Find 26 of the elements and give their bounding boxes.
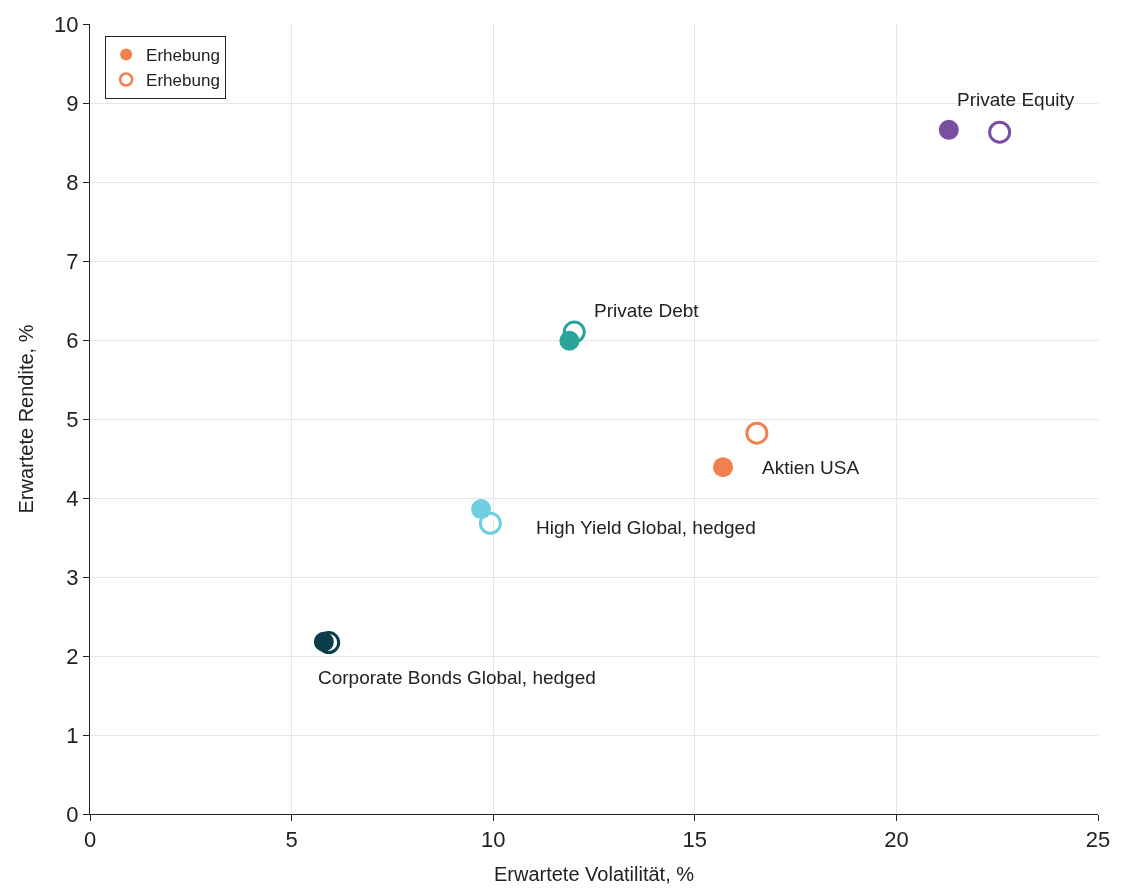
annotation: Corporate Bonds Global, hedged: [318, 667, 596, 688]
x-tick-label: 0: [83, 827, 97, 853]
annotation: Aktien USA: [762, 457, 860, 478]
x-tick-label: 10: [480, 827, 506, 853]
y-tick-label: 2: [66, 643, 79, 669]
y-tick-label: 5: [66, 406, 79, 432]
y-tick-label: 6: [66, 327, 79, 353]
y-tick-label: 3: [66, 564, 79, 590]
annotation: High Yield Global, hedged: [536, 517, 756, 538]
x-tick-label: 5: [285, 827, 298, 853]
y-tick-label: 8: [66, 169, 79, 195]
y-tick-label: 4: [66, 485, 79, 511]
annotation: Private Debt: [594, 300, 700, 321]
y-tick-label: 7: [66, 248, 79, 274]
legend-label: Erhebung: [146, 46, 220, 66]
y-tick-label: 0: [66, 801, 79, 827]
y-tick-label: 9: [66, 90, 79, 116]
x-tick-label: 15: [682, 827, 708, 853]
legend-label: Erhebung: [146, 71, 220, 91]
y-tick-label: 10: [54, 11, 79, 37]
annotation: Private Equity: [957, 89, 1075, 110]
x-tick-label: 25: [1085, 827, 1111, 853]
y-tick-label: 1: [66, 722, 79, 748]
x-tick-label: 20: [884, 827, 909, 853]
x-axis-title: Erwartete Volatilität, %: [493, 862, 695, 885]
y-axis-title: Erwartete Rendite, %: [14, 324, 37, 514]
